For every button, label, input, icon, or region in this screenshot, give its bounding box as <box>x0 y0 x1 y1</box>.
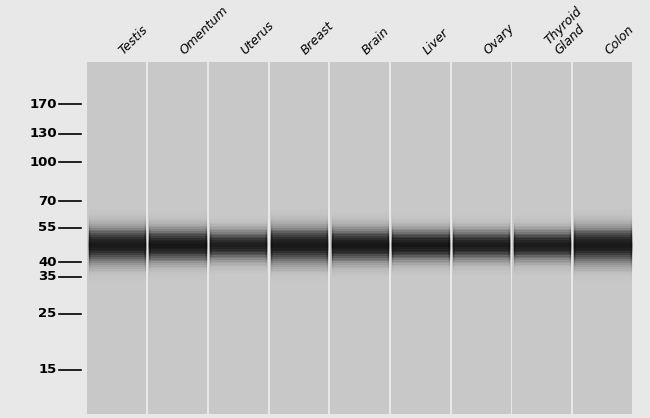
FancyBboxPatch shape <box>512 62 571 414</box>
FancyBboxPatch shape <box>330 62 389 414</box>
Text: 25: 25 <box>38 307 57 320</box>
FancyBboxPatch shape <box>452 62 510 414</box>
Text: 15: 15 <box>38 363 57 376</box>
Text: Brain: Brain <box>359 25 392 57</box>
FancyBboxPatch shape <box>270 62 328 414</box>
Text: 40: 40 <box>38 256 57 269</box>
FancyBboxPatch shape <box>4 62 84 414</box>
Text: Uterus: Uterus <box>239 19 277 57</box>
FancyBboxPatch shape <box>88 62 146 414</box>
Text: 100: 100 <box>29 156 57 169</box>
Text: Liver: Liver <box>421 26 451 57</box>
Text: 70: 70 <box>38 195 57 208</box>
Text: Colon: Colon <box>603 23 637 57</box>
Text: Thyroid
Gland: Thyroid Gland <box>542 4 595 57</box>
Text: Ovary: Ovary <box>481 21 517 57</box>
Text: Testis: Testis <box>117 23 151 57</box>
FancyBboxPatch shape <box>573 62 632 414</box>
FancyBboxPatch shape <box>148 62 207 414</box>
FancyBboxPatch shape <box>209 62 268 414</box>
Text: 55: 55 <box>38 221 57 234</box>
FancyBboxPatch shape <box>391 62 450 414</box>
Text: 170: 170 <box>29 98 57 111</box>
Text: 35: 35 <box>38 270 57 283</box>
Text: Breast: Breast <box>299 19 337 57</box>
Text: 130: 130 <box>29 127 57 140</box>
Text: Omentum: Omentum <box>177 4 231 57</box>
